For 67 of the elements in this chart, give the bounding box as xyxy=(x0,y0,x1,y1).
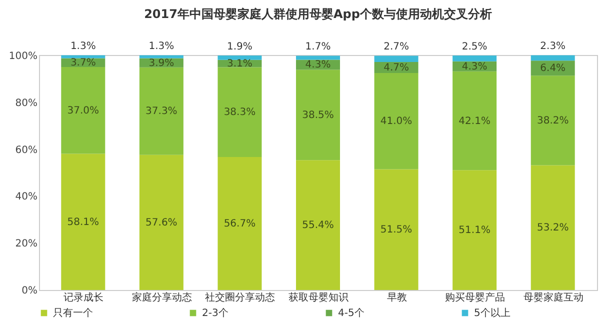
bar xyxy=(296,160,340,290)
bar xyxy=(530,76,575,166)
bar xyxy=(530,165,575,290)
bar xyxy=(374,169,418,290)
legend-label: 2-3个 xyxy=(202,307,228,319)
bar xyxy=(61,55,106,58)
data-label: 57.6% xyxy=(146,217,178,228)
data-label: 38.3% xyxy=(224,107,256,118)
y-tick-label: 80% xyxy=(15,98,38,109)
data-label: 4.3% xyxy=(305,60,331,71)
data-label: 53.2% xyxy=(536,222,569,234)
bar xyxy=(218,67,262,158)
data-label: 2.3% xyxy=(540,41,566,52)
bar xyxy=(61,66,106,154)
data-label: 2.5% xyxy=(462,41,488,52)
x-tick-label: 家庭分享动态 xyxy=(132,292,192,304)
bar xyxy=(374,56,418,62)
bar xyxy=(374,73,418,170)
bar xyxy=(452,71,497,170)
data-label: 38.2% xyxy=(536,115,569,126)
bar xyxy=(218,55,262,60)
bar xyxy=(139,55,184,58)
data-label: 55.4% xyxy=(302,220,334,232)
x-tick-label: 获取母婴知识 xyxy=(288,292,348,304)
data-label: 56.7% xyxy=(224,218,256,230)
data-label: 4.7% xyxy=(384,62,409,74)
data-label: 42.1% xyxy=(458,116,490,127)
y-tick-label: 20% xyxy=(15,238,38,250)
data-label: 1.3% xyxy=(148,41,174,52)
bar xyxy=(61,154,106,290)
x-tick-label: 记录成长 xyxy=(64,292,104,304)
bar xyxy=(530,55,575,61)
x-tick-label: 购买母婴产品 xyxy=(445,292,506,304)
data-label: 37.3% xyxy=(146,106,178,118)
data-label: 2.7% xyxy=(384,42,409,53)
data-label: 3.7% xyxy=(70,58,96,69)
legend-label: 5个以上 xyxy=(474,307,510,319)
y-tick-label: 100% xyxy=(8,50,38,62)
data-label: 51.1% xyxy=(458,225,490,236)
bar xyxy=(139,67,184,155)
y-tick-label: 60% xyxy=(15,144,38,156)
data-label: 58.1% xyxy=(67,216,100,228)
bar xyxy=(139,154,184,290)
data-label: 51.5% xyxy=(380,224,412,236)
data-label: 41.0% xyxy=(380,116,412,128)
bar xyxy=(296,70,340,160)
y-tick-label: 0% xyxy=(22,286,38,296)
data-label: 38.5% xyxy=(302,110,334,121)
bar xyxy=(452,170,497,290)
y-tick-label: 40% xyxy=(15,192,38,203)
x-tick-label: 母婴家庭互动 xyxy=(523,292,584,304)
bar xyxy=(218,157,262,290)
legend-label: 4-5个 xyxy=(338,307,364,319)
chart-title: 2017年中国母婴家庭人群使用母婴App个数与使用动机交叉分析 xyxy=(144,7,492,22)
data-label: 4.3% xyxy=(462,61,488,72)
data-label: 3.9% xyxy=(148,58,174,69)
bar xyxy=(296,56,340,60)
bar xyxy=(452,55,497,62)
x-tick-label: 早教 xyxy=(386,292,407,304)
legend-label: 只有一个 xyxy=(53,307,93,319)
data-label: 6.4% xyxy=(540,63,566,74)
data-label: 1.7% xyxy=(305,42,331,53)
data-label: 1.3% xyxy=(70,41,96,52)
data-label: 1.9% xyxy=(227,41,252,52)
data-label: 37.0% xyxy=(67,105,100,116)
x-tick-label: 社交圈分享动态 xyxy=(205,292,276,304)
data-label: 3.1% xyxy=(227,58,252,70)
